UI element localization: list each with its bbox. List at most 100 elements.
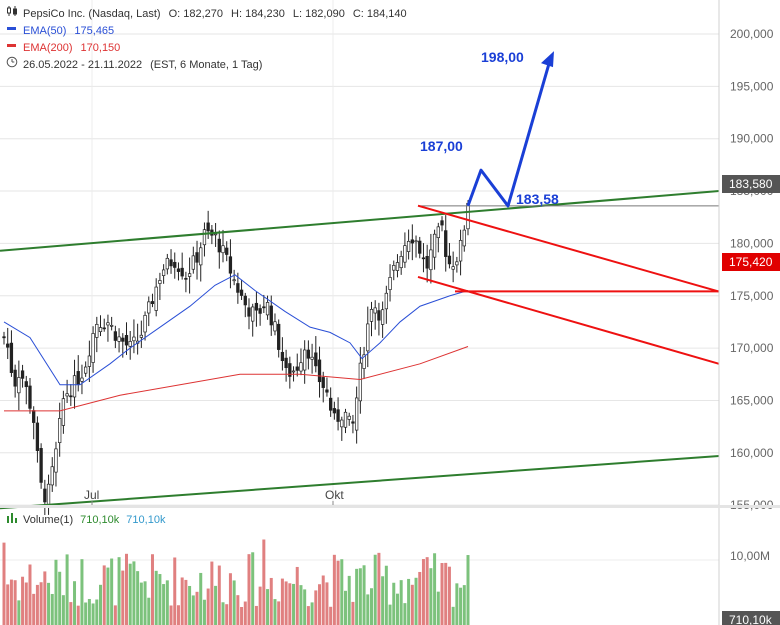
volume-bar <box>288 583 292 625</box>
candle-body <box>425 255 429 269</box>
candle-body <box>284 357 288 369</box>
volume-bar <box>173 557 177 625</box>
candle-body <box>299 362 303 372</box>
volume-bar <box>410 584 414 625</box>
volume-bar <box>50 593 54 625</box>
candle-body <box>440 220 444 226</box>
volume-bar <box>139 582 143 625</box>
volume-bar <box>106 567 110 625</box>
date-range: 26.05.2022 - 21.11.2022 <box>23 58 143 71</box>
volume-bar <box>69 602 73 625</box>
candle-body <box>466 202 470 230</box>
volume-value-1: 710,10k <box>80 513 120 526</box>
volume-bar <box>381 576 385 625</box>
volume-bar <box>162 584 166 625</box>
candle-body <box>143 314 147 333</box>
lower-down-trend-line <box>417 275 720 365</box>
volume-bar <box>355 568 359 625</box>
candle-body <box>128 341 132 347</box>
candle-body <box>158 280 162 284</box>
candle-body <box>124 335 129 346</box>
volume-bar <box>269 577 273 625</box>
volume-bar <box>377 552 381 625</box>
y-tick-label: 200,000 <box>730 27 774 41</box>
volume-bar <box>440 563 444 625</box>
candle-body <box>20 370 25 379</box>
high-value: H: 184,230 <box>231 7 285 20</box>
volume-bar <box>65 554 69 625</box>
volume-axis-label: 10,00M <box>730 549 770 563</box>
candle-body <box>262 306 266 309</box>
candle-body <box>184 277 188 280</box>
indicators <box>3 274 469 412</box>
volume-bar <box>303 589 307 625</box>
volume-bar <box>165 580 169 625</box>
volume-bar <box>91 603 95 625</box>
candle-body <box>46 483 51 505</box>
candle-body <box>366 323 370 352</box>
volume-bar <box>318 584 322 625</box>
volume-bar <box>176 605 180 625</box>
open-value: O: 182,270 <box>168 7 224 20</box>
volume-bar <box>39 582 43 625</box>
volume-bar <box>277 601 281 625</box>
volume-bar <box>202 599 206 625</box>
candle-body <box>388 277 392 290</box>
volume-bar <box>191 595 195 625</box>
volume-bar <box>258 586 262 625</box>
candle-body <box>206 222 210 232</box>
candle-body <box>251 306 255 322</box>
volume-bar <box>321 575 325 625</box>
legend-range-row: 26.05.2022 - 21.11.2022 (EST, 6 Monate, … <box>6 56 407 73</box>
candle-body <box>314 352 318 367</box>
candle-body <box>76 371 80 385</box>
volume-bar <box>336 560 340 625</box>
candle-body <box>121 337 125 342</box>
volume-bar <box>188 585 192 625</box>
y-tick-label: 165,000 <box>730 393 774 407</box>
candle-body <box>358 362 363 402</box>
y-tick-label: 180,000 <box>730 236 774 250</box>
volume-bar <box>369 588 373 625</box>
candle-body <box>6 343 10 348</box>
candle-body <box>243 295 247 306</box>
candle-body <box>295 366 299 371</box>
y-tick-label: 190,000 <box>730 132 774 146</box>
volume-bar <box>73 581 77 625</box>
candle-body <box>113 331 118 341</box>
level-badge <box>722 253 780 271</box>
volume-bar <box>399 580 403 625</box>
candle-body <box>325 389 329 393</box>
candle-body <box>28 385 32 409</box>
volume-bar <box>466 555 470 625</box>
volume-bar <box>102 565 106 625</box>
candle-body <box>43 488 47 503</box>
candle-body <box>395 262 400 271</box>
candle-body <box>17 377 21 394</box>
candle-body <box>277 323 281 350</box>
legend-ema200-row: EMA(200) 170,150 <box>6 39 407 56</box>
candle-body <box>61 398 66 426</box>
candle-body <box>213 233 218 236</box>
drawings <box>0 51 720 510</box>
volume-bar <box>384 565 388 625</box>
volume-bar <box>421 559 425 625</box>
volume-badge-text: 710,10k <box>729 613 773 625</box>
volume-bar <box>236 595 240 625</box>
y-tick-label: 195,000 <box>730 79 774 93</box>
candle-body <box>147 301 151 314</box>
volume-bar <box>147 597 151 625</box>
candle-body <box>72 375 77 398</box>
candle-body <box>139 334 143 338</box>
volume-bar <box>124 553 128 625</box>
volume-bar <box>206 588 210 625</box>
volume-bar <box>128 563 132 625</box>
volume-bar <box>87 598 91 625</box>
candle-body <box>265 302 270 316</box>
volume-bar <box>299 585 303 625</box>
close-value: C: 184,140 <box>352 7 407 20</box>
volume-bar <box>451 606 455 625</box>
candle-body <box>343 411 348 428</box>
candle-body <box>432 233 437 258</box>
